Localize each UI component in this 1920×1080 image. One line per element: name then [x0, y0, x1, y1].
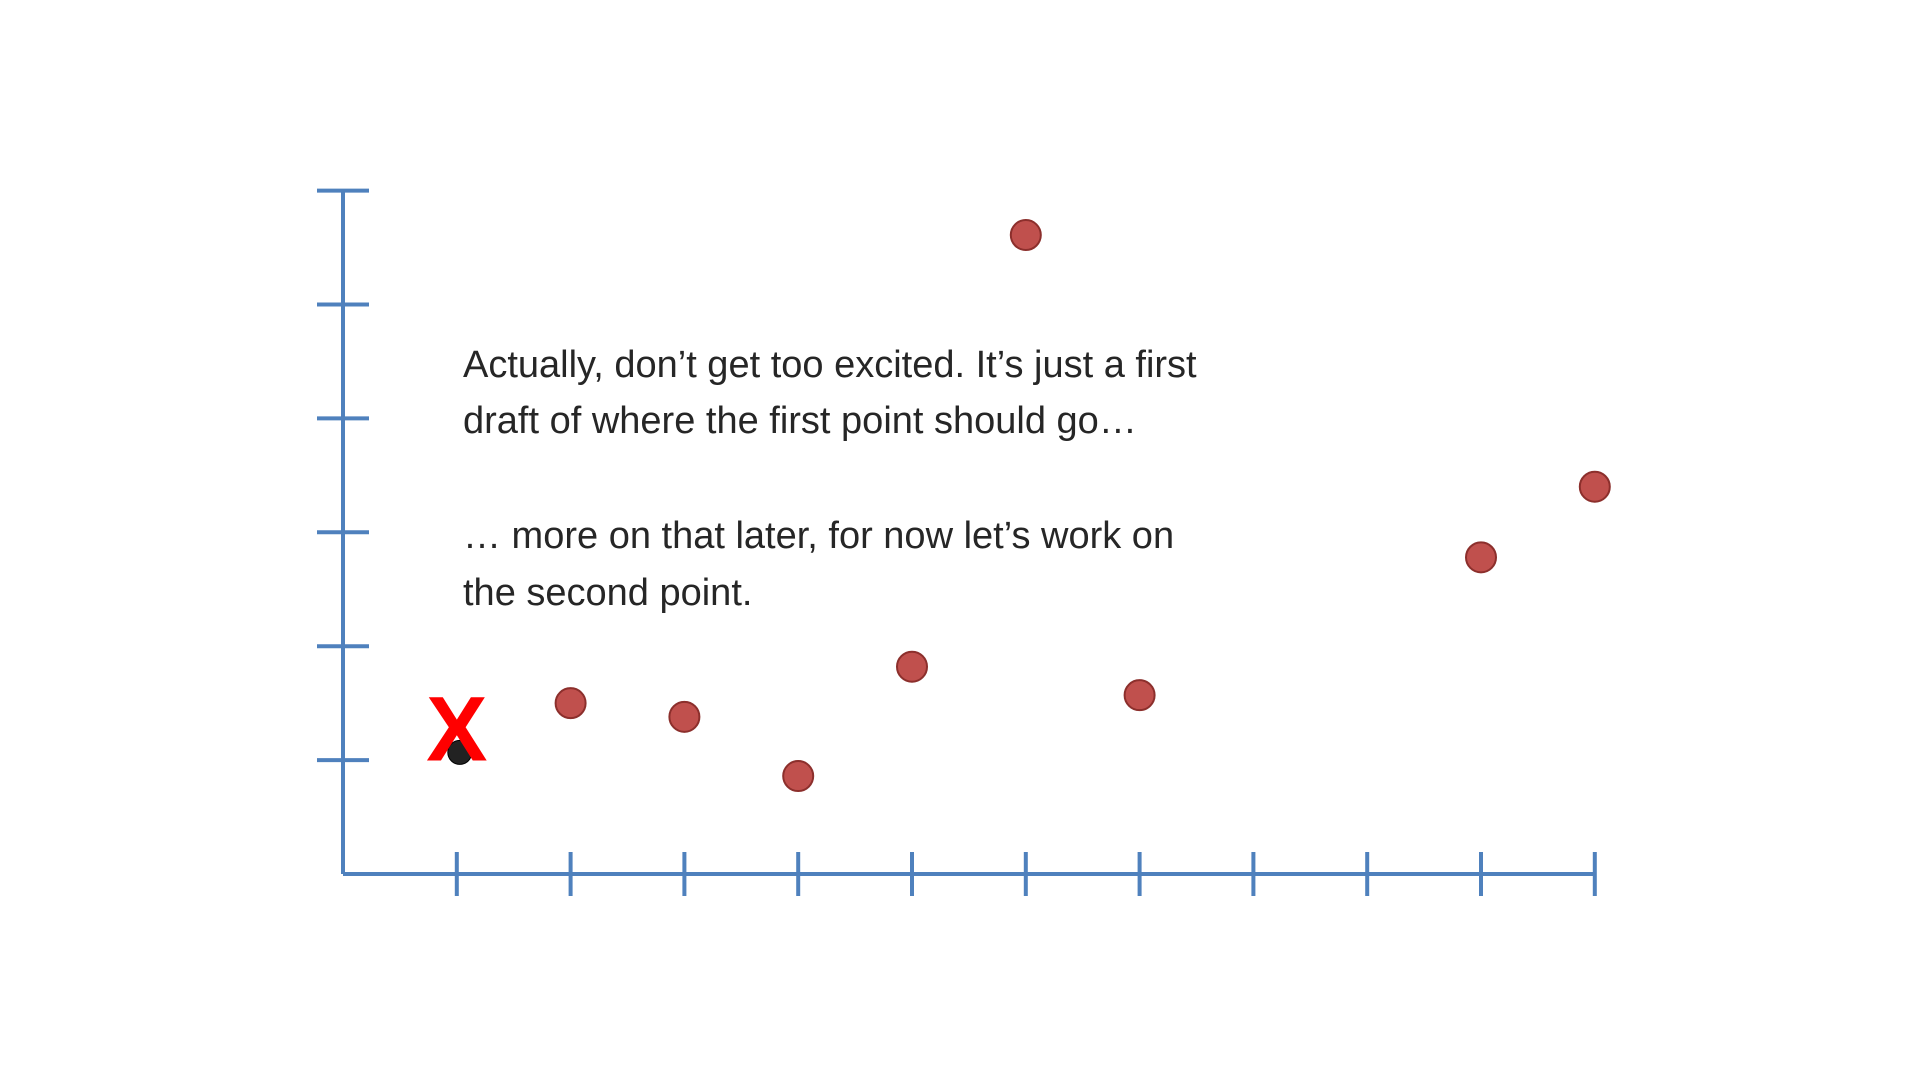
annotation-line-4: the second point. — [463, 572, 752, 614]
data-point — [1465, 541, 1497, 574]
annotation-line-1: Actually, don’t get too excited. It’s ju… — [463, 344, 1197, 386]
axes — [317, 188, 1597, 896]
data-point — [1009, 219, 1042, 252]
data-points — [554, 219, 1611, 793]
data-point — [554, 687, 587, 720]
data-point — [1578, 470, 1611, 503]
draft-point — [447, 739, 473, 765]
annotation-text: Actually, don’t get too excited. It’s ju… — [463, 344, 1197, 614]
data-point — [896, 650, 928, 683]
data-point — [1123, 679, 1156, 712]
data-point — [668, 700, 701, 733]
annotation-line-3: … more on that later, for now let’s work… — [463, 515, 1174, 557]
data-point — [782, 760, 815, 793]
draft-point-group: X — [426, 678, 487, 780]
annotation-line-2: draft of where the first point should go… — [463, 400, 1137, 442]
draft-x-marker: X — [426, 678, 487, 780]
